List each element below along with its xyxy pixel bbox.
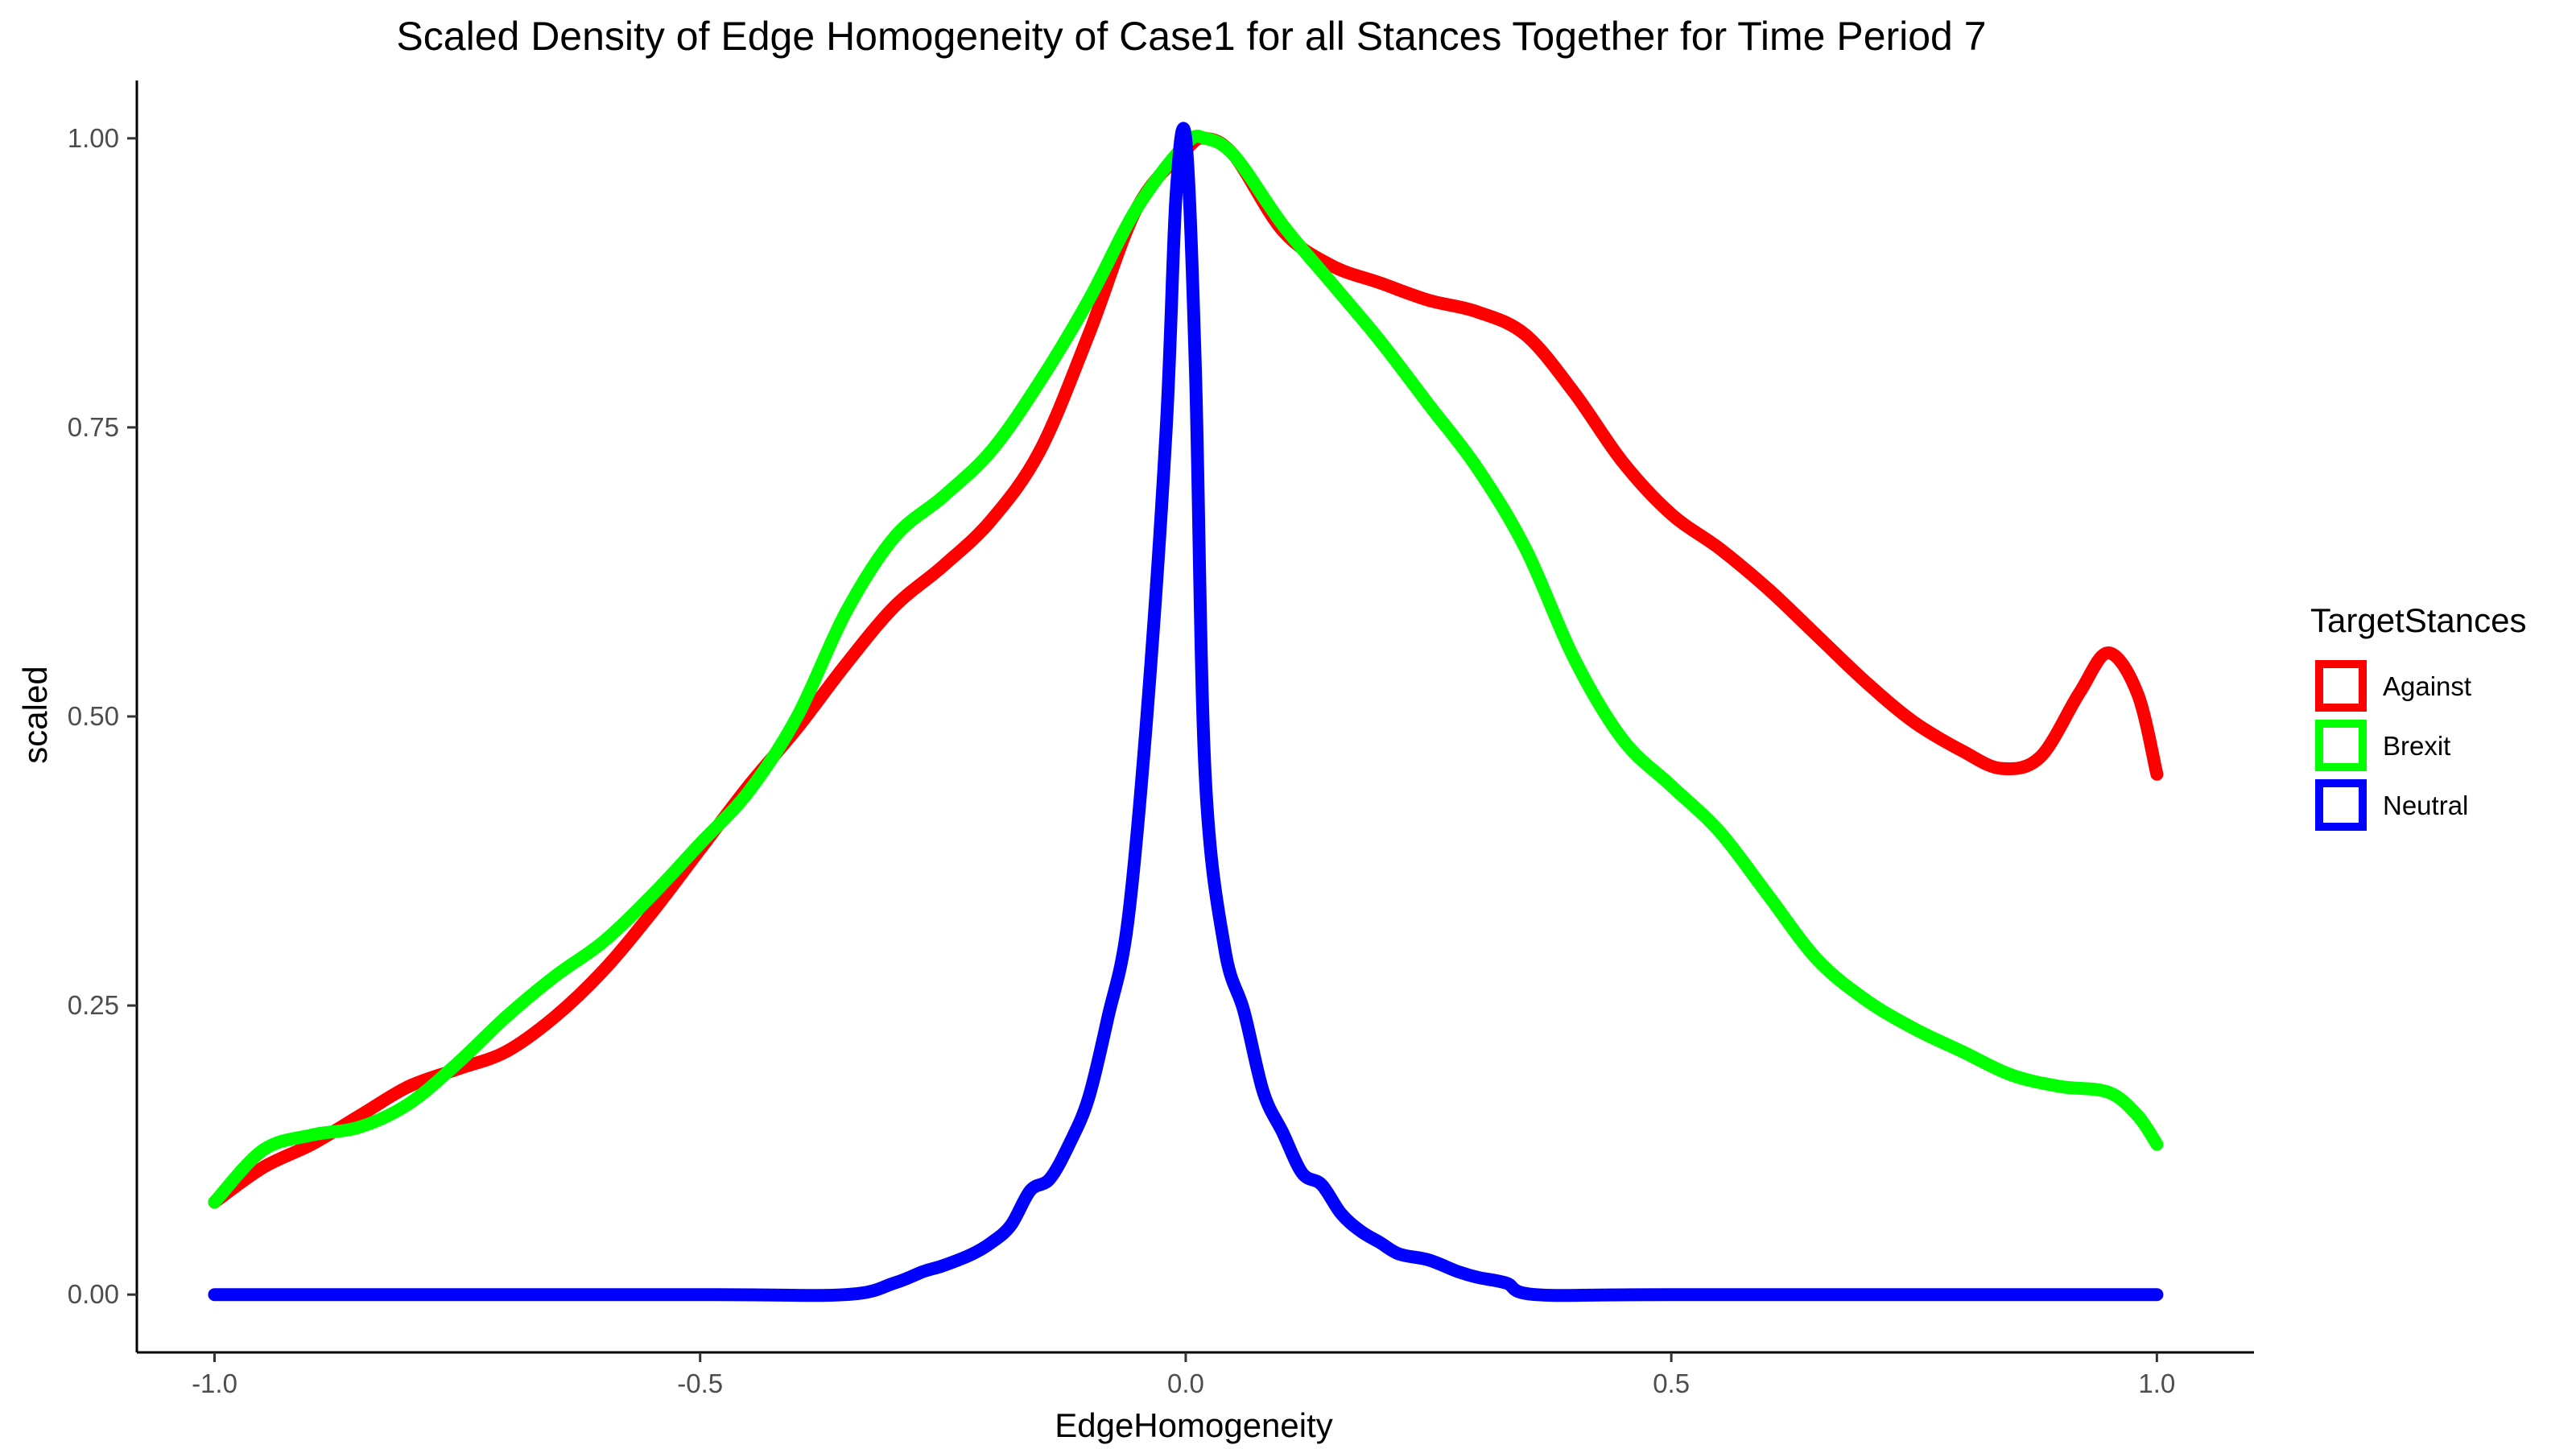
y-tick-label: 0.50 — [68, 701, 119, 731]
y-tick-label: 1.00 — [68, 123, 119, 153]
series-lines — [208, 122, 2164, 1302]
x-tick-label: -1.0 — [192, 1368, 237, 1398]
legend-label-brexit: Brexit — [2383, 731, 2450, 761]
x-axis-title: EdgeHomogeneity — [1055, 1406, 1333, 1444]
legend: TargetStances Against Brexit Neutral — [2310, 601, 2527, 831]
y-axis-ticks: 0.00 0.25 0.50 0.75 1.00 — [68, 123, 137, 1309]
y-axis-title: scaled — [16, 666, 54, 763]
legend-items: Against Brexit Neutral — [2315, 660, 2471, 831]
x-tick-label: 0.0 — [1167, 1368, 1204, 1398]
x-tick-label: -0.5 — [677, 1368, 723, 1398]
legend-key-neutral — [2315, 779, 2367, 831]
series-line-neutral — [208, 122, 2164, 1302]
legend-label-neutral: Neutral — [2383, 791, 2468, 820]
y-tick-label: 0.75 — [68, 412, 119, 442]
legend-key-against — [2315, 660, 2367, 712]
x-axis-ticks: -1.0 -0.5 0.0 0.5 1.0 — [192, 1352, 2175, 1398]
plot-area: 0.00 0.25 0.50 0.75 1.00 -1.0 -0.5 0.0 0.5 1.0 — [68, 80, 2254, 1398]
y-tick-label: 0.25 — [68, 990, 119, 1020]
x-tick-label: 0.5 — [1653, 1368, 1690, 1398]
chart-title: Scaled Density of Edge Homogeneity of Ca… — [396, 14, 1986, 59]
legend-title: TargetStances — [2310, 601, 2527, 639]
series-line-brexit — [208, 130, 2164, 1209]
legend-key-brexit — [2315, 720, 2367, 771]
y-tick-label: 0.00 — [68, 1279, 119, 1309]
legend-label-against: Against — [2383, 671, 2471, 701]
x-tick-label: 1.0 — [2138, 1368, 2175, 1398]
